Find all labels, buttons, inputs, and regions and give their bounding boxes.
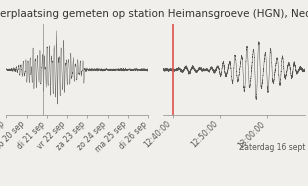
Text: Zaterdag 16 sept: Zaterdag 16 sept [238,143,305,152]
Text: Grondverplaatsing gemeten op station Heimansgroeve (HGN), Nederland: Grondverplaatsing gemeten op station Hei… [0,9,308,19]
